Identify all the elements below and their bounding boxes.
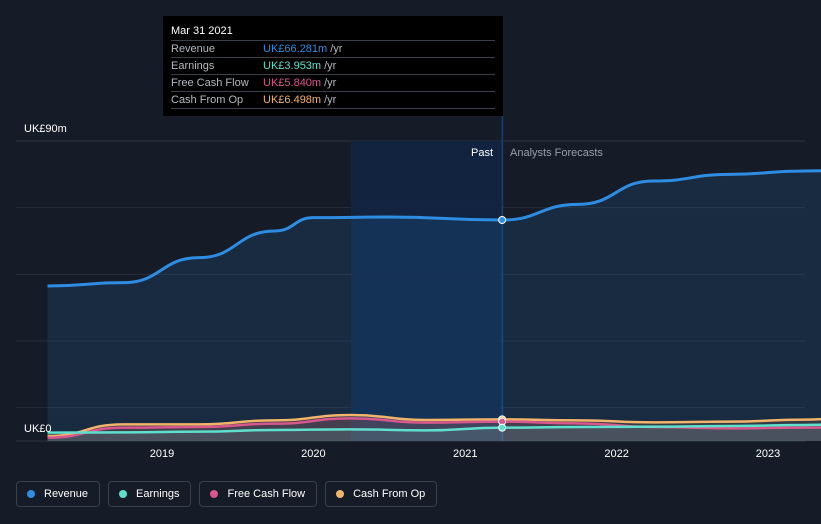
legend: Revenue Earnings Free Cash Flow Cash Fro… bbox=[16, 481, 438, 507]
past-region-shade bbox=[350, 141, 503, 441]
legend-label: Cash From Op bbox=[353, 488, 426, 500]
revenue-highlight-point[interactable] bbox=[498, 216, 507, 224]
tooltip-unit: /yr bbox=[330, 43, 343, 55]
cash-from-op-area bbox=[47, 415, 821, 441]
legend-label: Free Cash Flow bbox=[227, 488, 306, 500]
tooltip-label: Cash From Op bbox=[171, 94, 244, 106]
x-tick-label: 2023 bbox=[755, 448, 781, 460]
earnings-dot-icon bbox=[119, 490, 128, 498]
x-tick-label: 2019 bbox=[149, 448, 175, 460]
y-axis-bottom-label: UK£0 bbox=[24, 423, 52, 435]
chart-area bbox=[16, 16, 821, 442]
tooltip-row-revenue: Revenue UK£66.281m /yr bbox=[171, 40, 495, 57]
forecast-label: Analysts Forecasts bbox=[510, 147, 603, 159]
tooltip-unit: /yr bbox=[324, 60, 337, 72]
tooltip-unit: /yr bbox=[324, 94, 337, 106]
tooltip-row-cash-from-op: Cash From Op UK£6.498m /yr bbox=[171, 91, 495, 109]
x-tick-label: 2021 bbox=[452, 448, 478, 460]
highlight-band bbox=[501, 16, 504, 441]
revenue-area bbox=[47, 170, 821, 441]
cash-from-op-line bbox=[47, 413, 821, 438]
legend-item-cash-from-op[interactable]: Cash From Op bbox=[325, 481, 438, 507]
legend-label: Earnings bbox=[136, 488, 180, 500]
x-tick-label: 2020 bbox=[301, 448, 326, 460]
tooltip-label: Earnings bbox=[171, 60, 215, 72]
tooltip-unit: /yr bbox=[324, 77, 337, 89]
tooltip-value: UK£6.498m bbox=[263, 94, 322, 106]
tooltip-value: UK£66.281m bbox=[263, 43, 328, 55]
y-axis-top-label: UK£90m bbox=[24, 123, 67, 135]
x-tick-label: 2022 bbox=[604, 448, 629, 460]
past-label: Past bbox=[471, 147, 494, 159]
tooltip-value: UK£3.953m bbox=[263, 60, 322, 72]
tooltip: Mar 31 2021 Revenue UK£66.281m /yr Earni… bbox=[163, 16, 503, 116]
revenue-line bbox=[47, 169, 821, 288]
tooltip-row-earnings: Earnings UK£3.953m /yr bbox=[171, 57, 495, 74]
marker-layer bbox=[498, 216, 507, 432]
revenue-dot-icon bbox=[27, 490, 35, 498]
tooltip-label: Revenue bbox=[171, 43, 216, 55]
free-cash-flow-dot-icon bbox=[210, 490, 219, 498]
legend-item-earnings[interactable]: Earnings bbox=[108, 481, 192, 507]
tooltip-date: Mar 31 2021 bbox=[171, 25, 233, 37]
earnings-area bbox=[47, 424, 821, 441]
series-layer bbox=[47, 169, 821, 441]
tooltip-value: UK£5.840m bbox=[263, 77, 322, 89]
earnings-line bbox=[47, 423, 821, 434]
legend-item-free-cash-flow[interactable]: Free Cash Flow bbox=[199, 481, 318, 507]
legend-item-revenue[interactable]: Revenue bbox=[16, 481, 101, 507]
earnings-highlight-point[interactable] bbox=[498, 423, 507, 432]
legend-label: Revenue bbox=[44, 488, 89, 500]
tooltip-row-free-cash-flow: Free Cash Flow UK£5.840m /yr bbox=[171, 74, 495, 91]
tooltip-label: Free Cash Flow bbox=[171, 77, 249, 89]
free-cash-flow-line bbox=[47, 417, 821, 439]
cash-from-op-dot-icon bbox=[336, 490, 345, 498]
